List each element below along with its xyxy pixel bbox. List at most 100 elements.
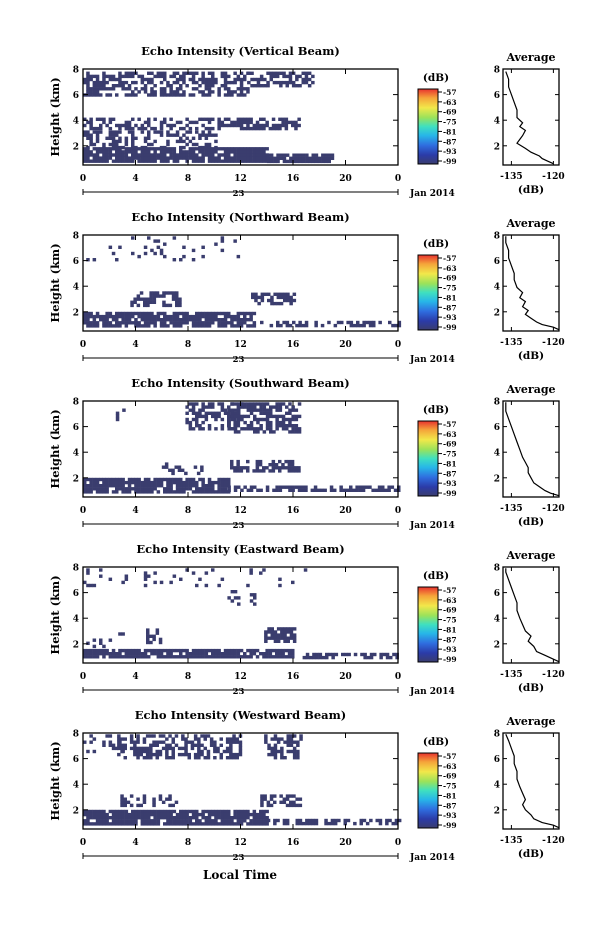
echo-cell <box>211 156 215 160</box>
echo-cell <box>102 740 106 744</box>
echo-cell <box>236 153 241 157</box>
echo-cell <box>211 655 215 659</box>
echo-cell <box>227 90 231 94</box>
echo-cell <box>299 734 303 738</box>
echo-cell <box>108 126 113 131</box>
echo-cell <box>203 734 207 738</box>
echo-cell <box>214 318 218 322</box>
echo-cell <box>291 655 295 659</box>
echo-cell <box>217 156 221 160</box>
echo-cell <box>304 323 309 328</box>
echo-cell <box>201 74 205 79</box>
echo-cell <box>233 822 237 826</box>
echo-cell <box>191 652 196 656</box>
echo-cell <box>134 819 138 823</box>
colorbar-tick-label: -81 <box>443 127 457 136</box>
echo-cell <box>295 821 299 826</box>
echo-cell <box>259 117 263 121</box>
echo-cell <box>378 320 382 325</box>
echo-cell <box>359 818 363 823</box>
echo-cell <box>99 117 103 121</box>
echo-cell <box>140 77 145 82</box>
echo-cell <box>305 153 309 157</box>
echo-cell <box>171 468 175 472</box>
echo-cell <box>239 147 244 151</box>
echo-cell <box>137 156 141 160</box>
echo-cell <box>153 819 157 823</box>
echo-cell <box>108 74 113 79</box>
echo-cell <box>271 466 276 470</box>
echo-cell <box>95 153 100 157</box>
beam-panel-3: Echo Intensity (Eastward Beam)Height (km… <box>48 542 565 697</box>
echo-cell <box>195 652 199 656</box>
echo-cell <box>359 323 363 328</box>
echo-cell <box>99 123 103 128</box>
echo-cell <box>143 314 148 319</box>
echo-cell <box>227 417 231 422</box>
echo-cell <box>175 480 180 485</box>
echo-cell <box>253 430 257 434</box>
echo-cell <box>233 156 237 160</box>
echo-cell <box>99 147 103 151</box>
echo-cell <box>139 749 143 754</box>
colorbar-tick-label: -75 <box>443 450 457 459</box>
echo-cell <box>363 655 367 660</box>
echo-cell <box>233 239 237 243</box>
echo-cell <box>299 737 303 741</box>
average-x-label: (dB) <box>518 848 544 860</box>
echo-cell <box>162 294 166 298</box>
echo-cell <box>201 490 205 494</box>
echo-cell <box>86 80 90 85</box>
echo-cell <box>155 749 159 754</box>
echo-cell <box>86 258 90 262</box>
echo-cell <box>207 819 212 823</box>
echo-cell <box>255 816 260 820</box>
echo-cell <box>198 150 202 154</box>
echo-cell <box>195 424 199 428</box>
echo-cell <box>223 87 228 91</box>
echo-cell <box>115 150 119 154</box>
echo-cell <box>260 797 264 801</box>
average-y-tick-label: 8 <box>494 232 500 242</box>
echo-cell <box>207 90 212 94</box>
echo-cell <box>92 644 97 649</box>
echo-cell <box>115 414 120 419</box>
echo-cell <box>227 123 231 128</box>
echo-cell <box>168 803 172 808</box>
echo-cell <box>121 480 125 485</box>
echo-cell <box>227 405 231 409</box>
echo-cell <box>223 311 228 316</box>
echo-cell <box>269 797 274 801</box>
echo-cell <box>147 324 151 328</box>
echo-cell <box>95 490 100 494</box>
echo-cell <box>89 126 93 131</box>
echo-cell <box>127 156 132 160</box>
echo-cell <box>179 74 183 79</box>
echo-cell <box>150 487 154 491</box>
echo-cell <box>195 420 199 425</box>
echo-cell <box>201 402 205 406</box>
echo-cell <box>236 809 241 814</box>
echo-cell <box>291 123 295 128</box>
echo-cell <box>108 311 113 316</box>
echo-cell <box>115 324 119 328</box>
echo-cell <box>273 156 277 160</box>
echo-cell <box>273 752 278 757</box>
echo-cell <box>175 477 180 482</box>
echo-cell <box>198 427 202 431</box>
echo-cell <box>134 136 138 140</box>
echo-cell <box>220 809 225 814</box>
echo-cell <box>195 321 199 325</box>
echo-cell <box>184 746 188 751</box>
echo-cell <box>159 816 164 820</box>
echo-cell <box>278 414 283 419</box>
echo-cell <box>220 236 225 240</box>
echo-cell <box>99 318 103 322</box>
echo-cell <box>179 318 183 322</box>
echo-cell <box>89 153 93 157</box>
echo-cell <box>95 74 100 79</box>
echo-cell <box>134 648 138 653</box>
echo-cell <box>118 130 122 134</box>
x-tick-label: 20 <box>339 672 352 682</box>
echo-cell <box>182 145 186 150</box>
